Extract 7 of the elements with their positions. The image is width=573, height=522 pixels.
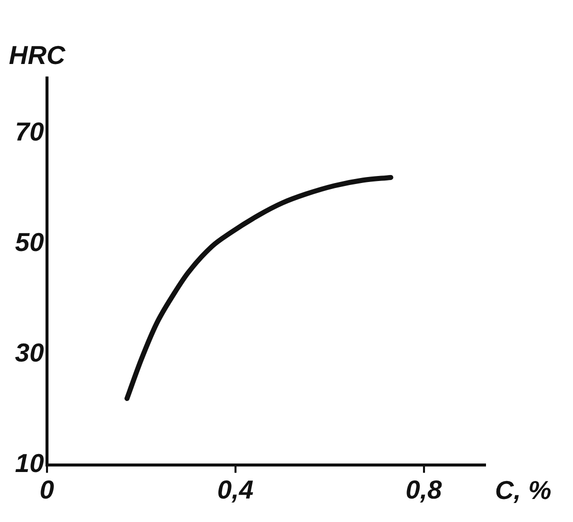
x-tick-label: 0,4 [217, 474, 254, 505]
y-tick-label: 30 [15, 337, 44, 368]
x-tick-label: 0,8 [406, 474, 442, 505]
y-tick-label: 50 [15, 226, 44, 257]
y-axis-title: HRC [8, 40, 66, 70]
y-tick-label: 70 [15, 116, 44, 146]
x-axis-title: C, % [495, 474, 552, 505]
